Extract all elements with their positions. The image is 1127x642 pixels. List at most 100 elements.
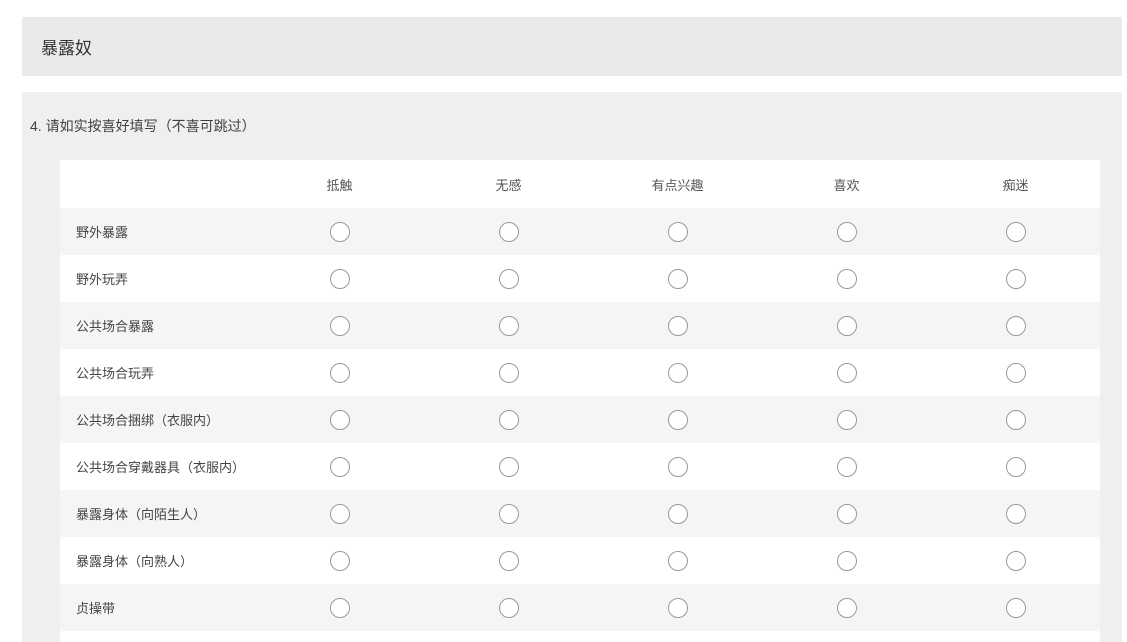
radio-option[interactable] <box>667 597 688 618</box>
radio-option[interactable] <box>498 362 519 383</box>
radio-option[interactable] <box>329 409 350 430</box>
matrix-cell <box>424 302 593 349</box>
radio-option[interactable] <box>1005 409 1026 430</box>
matrix-cell <box>931 302 1100 349</box>
matrix-row-label: 公共场合穿戴器具（衣服内） <box>76 460 246 475</box>
matrix-row: 公共场合暴露 <box>60 302 1100 349</box>
matrix-header-row: 抵触 无感 有点兴趣 喜欢 痴迷 <box>60 160 1100 208</box>
survey-title-bar: 暴露奴 <box>22 17 1122 76</box>
radio-option[interactable] <box>667 268 688 289</box>
matrix-cell <box>593 537 762 584</box>
matrix-cell <box>255 396 424 443</box>
matrix-row-label: 公共场合暴露 <box>76 319 155 334</box>
radio-option[interactable] <box>1005 221 1026 242</box>
matrix-cell <box>255 584 424 631</box>
matrix-cell <box>424 349 593 396</box>
radio-option[interactable] <box>329 597 350 618</box>
matrix-row: 暴露身体（向熟人） <box>60 537 1100 584</box>
radio-option[interactable] <box>498 597 519 618</box>
matrix-corner-cell <box>60 160 255 208</box>
radio-option[interactable] <box>329 503 350 524</box>
radio-option[interactable] <box>329 456 350 477</box>
matrix-row-label: 暴露身体（向熟人） <box>76 554 194 569</box>
matrix-cell <box>762 490 931 537</box>
matrix-row: 贞操带 <box>60 584 1100 631</box>
matrix-cell <box>255 208 424 255</box>
radio-option[interactable] <box>667 456 688 477</box>
radio-option[interactable] <box>836 503 857 524</box>
matrix-cell <box>762 537 931 584</box>
matrix-row: 暴露身体（向陌生人） <box>60 490 1100 537</box>
radio-option[interactable] <box>329 221 350 242</box>
matrix-cell <box>762 349 931 396</box>
matrix-cell <box>762 443 931 490</box>
radio-option[interactable] <box>836 456 857 477</box>
radio-option[interactable] <box>498 503 519 524</box>
matrix-row: 野外玩弄 <box>60 255 1100 302</box>
radio-option[interactable] <box>1005 503 1026 524</box>
matrix-row-label: 贞操带 <box>76 601 116 616</box>
matrix-column-header: 抵触 <box>326 177 353 193</box>
radio-option[interactable] <box>329 362 350 383</box>
radio-option[interactable] <box>836 362 857 383</box>
radio-option[interactable] <box>836 315 857 336</box>
matrix-cell <box>931 537 1100 584</box>
page-title: 暴露奴 <box>41 39 92 58</box>
matrix-cell <box>424 584 593 631</box>
matrix-cell <box>255 349 424 396</box>
radio-option[interactable] <box>667 409 688 430</box>
radio-option[interactable] <box>329 315 350 336</box>
radio-option[interactable] <box>329 268 350 289</box>
radio-option[interactable] <box>667 362 688 383</box>
matrix-cell <box>255 443 424 490</box>
radio-option[interactable] <box>667 315 688 336</box>
radio-option[interactable] <box>1005 268 1026 289</box>
radio-option[interactable] <box>1005 550 1026 571</box>
matrix-cell <box>931 490 1100 537</box>
question-text: 4. 请如实按喜好填写（不喜可跳过） <box>30 118 256 134</box>
radio-option[interactable] <box>498 550 519 571</box>
matrix-cell <box>593 255 762 302</box>
matrix-row-label: 公共场合捆绑（衣服内） <box>76 413 220 428</box>
radio-option[interactable] <box>836 221 857 242</box>
radio-option[interactable] <box>667 221 688 242</box>
matrix-cell <box>762 208 931 255</box>
matrix-cell <box>424 208 593 255</box>
radio-option[interactable] <box>1005 315 1026 336</box>
matrix-column-header: 痴迷 <box>1002 177 1029 193</box>
matrix-cell <box>593 302 762 349</box>
matrix-cell <box>593 349 762 396</box>
matrix-row-label: 野外玩弄 <box>76 272 129 287</box>
radio-option[interactable] <box>498 456 519 477</box>
radio-option[interactable] <box>836 268 857 289</box>
matrix-row: 野外暴露 <box>60 208 1100 255</box>
matrix-row: 公共场合玩弄 <box>60 349 1100 396</box>
radio-option[interactable] <box>498 221 519 242</box>
radio-option[interactable] <box>1005 456 1026 477</box>
radio-option[interactable] <box>498 268 519 289</box>
table-next-row-fragment <box>60 631 1100 642</box>
radio-option[interactable] <box>498 409 519 430</box>
matrix-cell <box>762 584 931 631</box>
matrix-column-header: 有点兴趣 <box>651 177 704 193</box>
radio-option[interactable] <box>836 409 857 430</box>
radio-option[interactable] <box>836 597 857 618</box>
radio-option[interactable] <box>1005 597 1026 618</box>
matrix-cell <box>931 396 1100 443</box>
matrix-table: 抵触 无感 有点兴趣 喜欢 痴迷 野外暴露野外玩弄公共场合暴露公共场合玩弄公共场合捆绑（… <box>60 160 1100 642</box>
matrix-cell <box>762 396 931 443</box>
matrix-cell <box>593 396 762 443</box>
radio-option[interactable] <box>498 315 519 336</box>
matrix-row-label: 暴露身体（向陌生人） <box>76 507 207 522</box>
matrix-cell <box>931 443 1100 490</box>
matrix-row: 公共场合捆绑（衣服内） <box>60 396 1100 443</box>
radio-option[interactable] <box>836 550 857 571</box>
radio-option[interactable] <box>1005 362 1026 383</box>
radio-option[interactable] <box>667 550 688 571</box>
matrix-cell <box>931 208 1100 255</box>
matrix-cell <box>255 255 424 302</box>
radio-option[interactable] <box>667 503 688 524</box>
radio-option[interactable] <box>329 550 350 571</box>
matrix-row: 公共场合穿戴器具（衣服内） <box>60 443 1100 490</box>
matrix-cell <box>424 490 593 537</box>
